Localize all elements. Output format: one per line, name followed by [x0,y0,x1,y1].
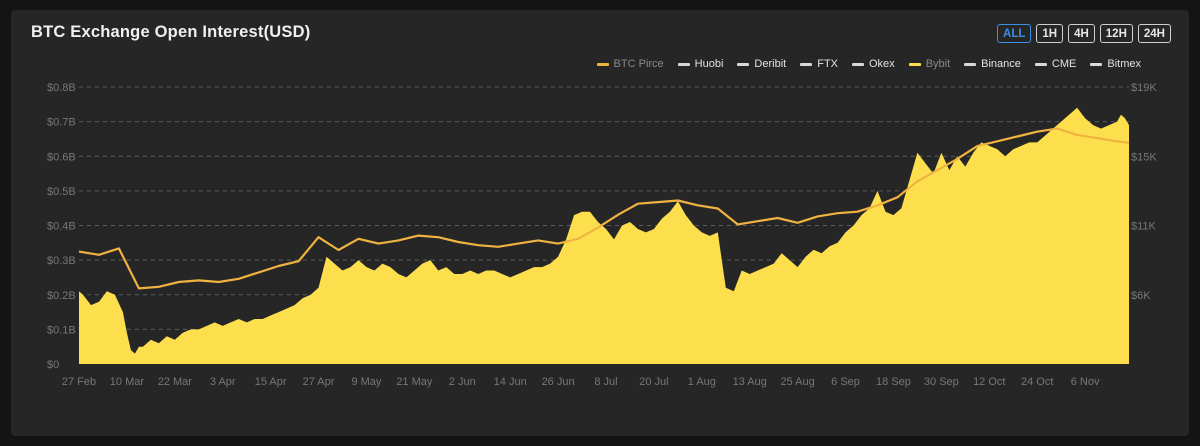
y-right-tick-label: $11K [1131,221,1157,233]
x-tick-label: 6 Sep [831,376,860,388]
x-tick-label: 2 Jun [449,376,476,388]
chart-title: BTC Exchange Open Interest(USD) [31,23,311,41]
legend-swatch [1090,62,1103,66]
range-button-4h[interactable]: 4H [1068,24,1095,43]
legend-item-huobi[interactable]: Huobi [677,58,724,70]
x-tick-label: 24 Oct [1021,376,1053,388]
legend-item-binance[interactable]: Binance [964,58,1021,70]
x-tick-label: 20 Jul [639,376,668,388]
x-tick-label: 6 Nov [1071,376,1100,388]
legend-item-deribit[interactable]: Deribit [737,58,786,70]
legend-label: Binance [981,58,1021,70]
x-tick-label: 9 May [351,376,381,388]
legend-swatch [800,62,813,66]
x-tick-label: 25 Aug [780,376,814,388]
legend-label: Bybit [925,58,951,70]
legend-item-bybit[interactable]: Bybit [908,58,951,70]
series-area-bybit [79,107,1129,365]
legend: BTC Pirce Huobi Deribit FTX Okex Bybit Binance… [596,58,1141,70]
legend-swatch [852,62,864,66]
x-tick-label: 14 Jun [494,376,527,388]
legend-item-okex[interactable]: Okex [852,58,895,70]
y-left-tick-label: $0.6B [47,151,76,163]
y-right-tick-label: $19K [1131,82,1157,94]
legend-label: FTX [817,58,838,70]
legend-item-cme[interactable]: CME [1034,58,1077,70]
x-tick-label: 1 Aug [688,376,716,388]
x-tick-label: 12 Oct [973,376,1005,388]
y-left-tick-label: $0.2B [47,290,76,302]
x-tick-label: 8 Jul [594,376,617,388]
x-tick-label: 27 Apr [303,376,335,388]
legend-item-ftx[interactable]: FTX [800,58,838,70]
range-button-12h[interactable]: 12H [1099,24,1133,43]
y-left-tick-label: $0.4B [47,221,76,233]
legend-label: BTC Pirce [613,58,664,70]
legend-swatch [964,62,977,66]
x-tick-label: 13 Aug [733,376,767,388]
legend-swatch [737,62,750,66]
x-tick-label: 10 Mar [110,376,145,388]
time-range-selector: ALL 1H 4H 12H 24H [997,24,1171,43]
x-tick-label: 18 Sep [876,376,911,388]
y-right-tick-label: $15K [1131,151,1157,163]
x-tick-label: 27 Feb [62,376,96,388]
legend-label: Bitmex [1107,58,1141,70]
legend-label: CME [1051,58,1077,70]
y-left-tick-label: $0.8B [47,82,76,94]
y-left-tick-label: $0 [47,359,59,371]
range-button-24h[interactable]: 24H [1137,24,1171,43]
x-tick-label: 22 Mar [158,376,193,388]
y-left-tick-label: $0.5B [47,186,76,198]
legend-swatch [1034,62,1047,66]
x-tick-label: 26 Jun [542,376,575,388]
legend-label: Okex [869,58,895,70]
legend-label: Deribit [754,58,787,70]
y-left-tick-label: $0.7B [47,117,76,129]
legend-swatch [677,62,690,66]
x-tick-label: 3 Apr [210,376,236,388]
x-tick-label: 21 May [396,376,433,388]
x-tick-label: 30 Sep [924,376,959,388]
y-left-tick-label: $0.3B [47,255,76,267]
range-button-all[interactable]: ALL [997,24,1032,43]
legend-item-btc-pirce[interactable]: BTC Pirce [596,58,664,70]
legend-swatch [908,62,921,66]
legend-item-bitmex[interactable]: Bitmex [1090,58,1141,70]
legend-label: Huobi [694,58,724,70]
x-tick-label: 15 Apr [255,376,287,388]
y-right-tick-label: $6K [1131,290,1151,302]
legend-swatch [596,62,609,66]
range-button-1h[interactable]: 1H [1036,24,1064,43]
series-line-btc-price [78,127,1130,290]
y-left-tick-label: $0.1B [47,324,76,336]
